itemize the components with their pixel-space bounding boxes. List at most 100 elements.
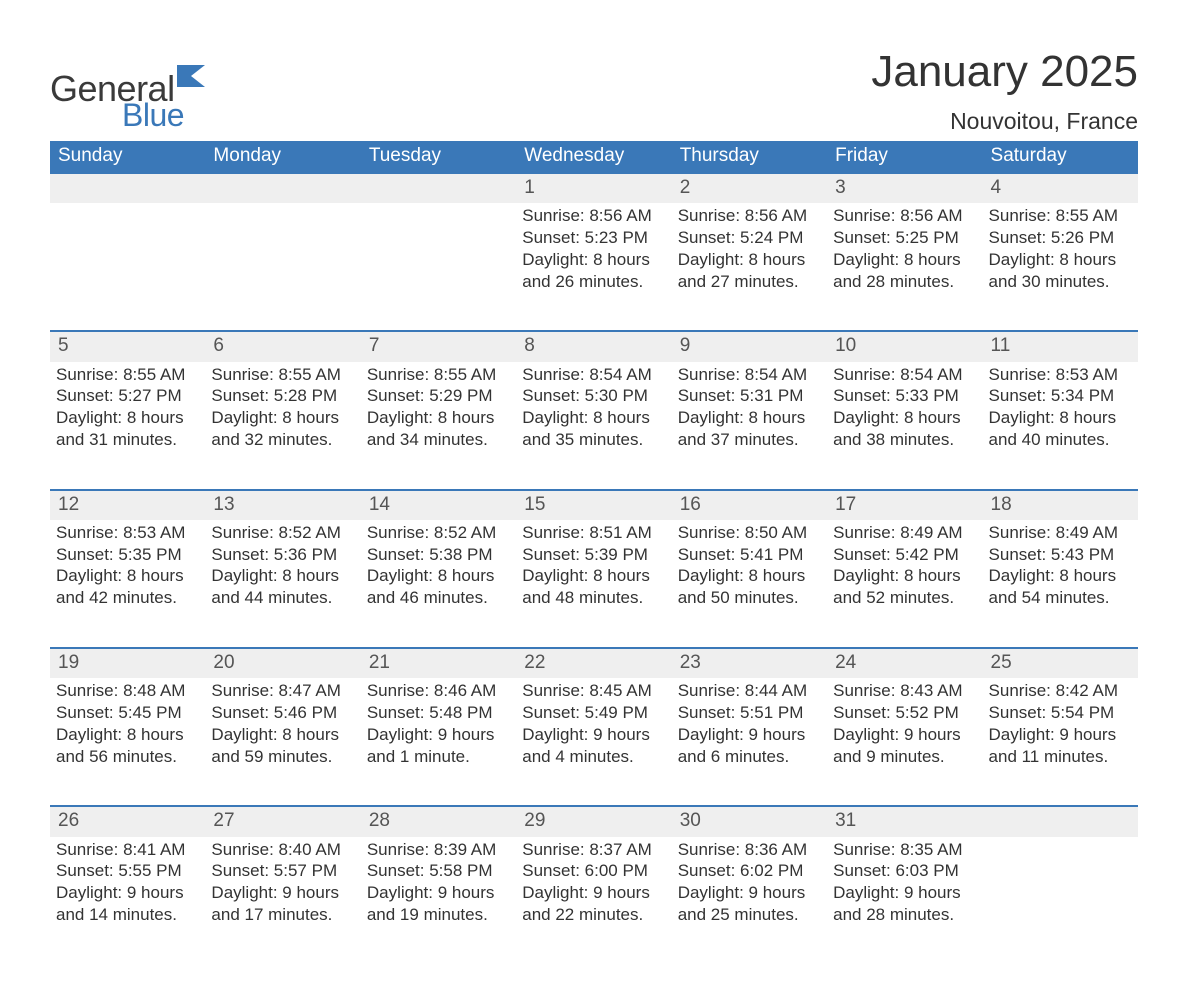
daylight-line: Daylight: 8 hours and 40 minutes.	[989, 408, 1117, 449]
sunrise-line: Sunrise: 8:54 AM	[833, 365, 962, 384]
sunset-line: Sunset: 5:36 PM	[211, 545, 337, 564]
day-number-row: 12131415161718	[50, 490, 1138, 520]
sunrise-line: Sunrise: 8:50 AM	[678, 523, 807, 542]
sunrise-line: Sunrise: 8:42 AM	[989, 681, 1118, 700]
sunset-line: Sunset: 5:26 PM	[989, 228, 1115, 247]
daylight-line: Daylight: 8 hours and 35 minutes.	[522, 408, 650, 449]
empty-cell	[983, 806, 1138, 836]
day-number: 12	[50, 490, 205, 520]
day-cell: Sunrise: 8:36 AMSunset: 6:02 PMDaylight:…	[672, 837, 827, 965]
sunrise-line: Sunrise: 8:55 AM	[56, 365, 185, 384]
day-details: Sunrise: 8:36 AMSunset: 6:02 PMDaylight:…	[678, 837, 821, 926]
daylight-line: Daylight: 9 hours and 4 minutes.	[522, 725, 650, 766]
day-details: Sunrise: 8:46 AMSunset: 5:48 PMDaylight:…	[367, 678, 510, 767]
day-details: Sunrise: 8:53 AMSunset: 5:35 PMDaylight:…	[56, 520, 199, 609]
day-details: Sunrise: 8:37 AMSunset: 6:00 PMDaylight:…	[522, 837, 665, 926]
daylight-line: Daylight: 8 hours and 38 minutes.	[833, 408, 961, 449]
sunrise-line: Sunrise: 8:46 AM	[367, 681, 496, 700]
calendar-table: SundayMondayTuesdayWednesdayThursdayFrid…	[50, 141, 1138, 965]
weekday-header: Sunday	[50, 141, 205, 173]
day-number-row: 19202122232425	[50, 648, 1138, 678]
day-number: 16	[672, 490, 827, 520]
day-details-row: Sunrise: 8:53 AMSunset: 5:35 PMDaylight:…	[50, 520, 1138, 648]
sunrise-line: Sunrise: 8:39 AM	[367, 840, 496, 859]
sunset-line: Sunset: 5:41 PM	[678, 545, 804, 564]
day-cell: Sunrise: 8:35 AMSunset: 6:03 PMDaylight:…	[827, 837, 982, 965]
day-cell: Sunrise: 8:55 AMSunset: 5:26 PMDaylight:…	[983, 203, 1138, 331]
day-details: Sunrise: 8:56 AMSunset: 5:23 PMDaylight:…	[522, 203, 665, 292]
day-number: 2	[672, 173, 827, 203]
day-number: 10	[827, 331, 982, 361]
sunrise-line: Sunrise: 8:53 AM	[989, 365, 1118, 384]
day-number: 17	[827, 490, 982, 520]
logo: General Blue	[50, 71, 213, 135]
weekday-header: Monday	[205, 141, 360, 173]
day-details: Sunrise: 8:56 AMSunset: 5:24 PMDaylight:…	[678, 203, 821, 292]
day-details: Sunrise: 8:43 AM Sunset: 5:52 PM Daylight:…	[833, 678, 976, 767]
daylight-line: Daylight: 9 hours and 6 minutes.	[678, 725, 806, 766]
day-number: 18	[983, 490, 1138, 520]
day-details: Sunrise: 8:50 AM Sunset: 5:41 PM Daylight:…	[678, 520, 821, 609]
day-number: 25	[983, 648, 1138, 678]
day-number: 3	[827, 173, 982, 203]
empty-cell	[205, 203, 360, 331]
day-number: 14	[361, 490, 516, 520]
weekday-header: Tuesday	[361, 141, 516, 173]
day-details: Sunrise: 8:49 AMSunset: 5:42 PMDaylight:…	[833, 520, 976, 609]
sunrise-line: Sunrise: 8:56 AM	[833, 206, 962, 225]
page: General Blue January 2025 Nouvoitou, Fra…	[0, 0, 1188, 1005]
daylight-line: Daylight: 8 hours and 54 minutes.	[989, 566, 1117, 607]
sunset-line: Sunset: 5:39 PM	[522, 545, 648, 564]
day-cell: Sunrise: 8:49 AMSunset: 5:42 PMDaylight:…	[827, 520, 982, 648]
sunset-line: Sunset: 5:52 PM	[833, 703, 959, 722]
sunrise-line: Sunrise: 8:48 AM	[56, 681, 185, 700]
day-cell: Sunrise: 8:52 AMSunset: 5:36 PMDaylight:…	[205, 520, 360, 648]
daylight-line: Daylight: 8 hours and 28 minutes.	[833, 250, 961, 291]
day-cell: Sunrise: 8:37 AMSunset: 6:00 PMDaylight:…	[516, 837, 671, 965]
sunset-line: Sunset: 5:28 PM	[211, 386, 337, 405]
daylight-line: Daylight: 8 hours and 26 minutes.	[522, 250, 650, 291]
daylight-line: Daylight: 8 hours and 56 minutes.	[56, 725, 184, 766]
location: Nouvoitou, France	[871, 108, 1138, 135]
day-number: 4	[983, 173, 1138, 203]
empty-cell	[50, 203, 205, 331]
day-number-row: 1234	[50, 173, 1138, 203]
day-details: Sunrise: 8:54 AMSunset: 5:31 PMDaylight:…	[678, 362, 821, 451]
sunrise-line: Sunrise: 8:49 AM	[833, 523, 962, 542]
sunrise-line: Sunrise: 8:55 AM	[367, 365, 496, 384]
day-details-row: Sunrise: 8:48 AMSunset: 5:45 PMDaylight:…	[50, 678, 1138, 806]
day-details: Sunrise: 8:35 AMSunset: 6:03 PMDaylight:…	[833, 837, 976, 926]
daylight-line: Daylight: 8 hours and 50 minutes.	[678, 566, 806, 607]
sunset-line: Sunset: 5:46 PM	[211, 703, 337, 722]
sunset-line: Sunset: 5:51 PM	[678, 703, 804, 722]
day-cell: Sunrise: 8:54 AMSunset: 5:31 PMDaylight:…	[672, 362, 827, 490]
daylight-line: Daylight: 8 hours and 52 minutes.	[833, 566, 961, 607]
day-number: 30	[672, 806, 827, 836]
day-cell: Sunrise: 8:53 AMSunset: 5:34 PMDaylight:…	[983, 362, 1138, 490]
day-number: 28	[361, 806, 516, 836]
day-number: 7	[361, 331, 516, 361]
day-details: Sunrise: 8:55 AMSunset: 5:27 PMDaylight:…	[56, 362, 199, 451]
sunset-line: Sunset: 6:00 PM	[522, 861, 648, 880]
sunrise-line: Sunrise: 8:45 AM	[522, 681, 651, 700]
sunset-line: Sunset: 5:29 PM	[367, 386, 493, 405]
empty-cell	[361, 203, 516, 331]
sunset-line: Sunset: 6:02 PM	[678, 861, 804, 880]
day-number: 31	[827, 806, 982, 836]
sunrise-line: Sunrise: 8:44 AM	[678, 681, 807, 700]
day-cell: Sunrise: 8:49 AMSunset: 5:43 PMDaylight:…	[983, 520, 1138, 648]
day-cell: Sunrise: 8:42 AMSunset: 5:54 PMDaylight:…	[983, 678, 1138, 806]
weekday-header: Wednesday	[516, 141, 671, 173]
day-number: 11	[983, 331, 1138, 361]
daylight-line: Daylight: 9 hours and 9 minutes.	[833, 725, 961, 766]
sunrise-line: Sunrise: 8:43 AM	[833, 681, 962, 700]
empty-cell	[361, 173, 516, 203]
day-cell: Sunrise: 8:52 AMSunset: 5:38 PMDaylight:…	[361, 520, 516, 648]
daylight-line: Daylight: 8 hours and 48 minutes.	[522, 566, 650, 607]
sunrise-line: Sunrise: 8:49 AM	[989, 523, 1118, 542]
sunset-line: Sunset: 5:24 PM	[678, 228, 804, 247]
day-details-row: Sunrise: 8:41 AMSunset: 5:55 PMDaylight:…	[50, 837, 1138, 965]
day-details: Sunrise: 8:39 AMSunset: 5:58 PMDaylight:…	[367, 837, 510, 926]
day-details: Sunrise: 8:40 AMSunset: 5:57 PMDaylight:…	[211, 837, 354, 926]
sunrise-line: Sunrise: 8:56 AM	[522, 206, 651, 225]
